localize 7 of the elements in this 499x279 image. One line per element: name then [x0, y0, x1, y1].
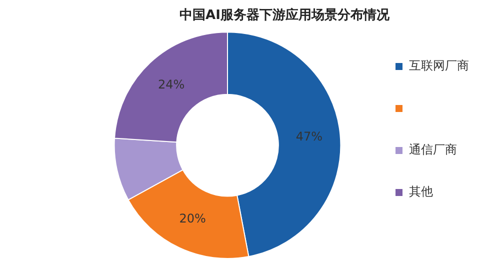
- data-label: 24%: [158, 78, 185, 92]
- legend-label: 其他: [409, 184, 433, 199]
- legend-label: 通信厂商: [409, 142, 457, 157]
- data-label: 47%: [296, 130, 323, 144]
- data-label: 20%: [179, 212, 206, 226]
- chart-title: 中国AI服务器下游应用场景分布情况: [180, 7, 390, 24]
- legend-label: 互联网厂商: [409, 58, 469, 73]
